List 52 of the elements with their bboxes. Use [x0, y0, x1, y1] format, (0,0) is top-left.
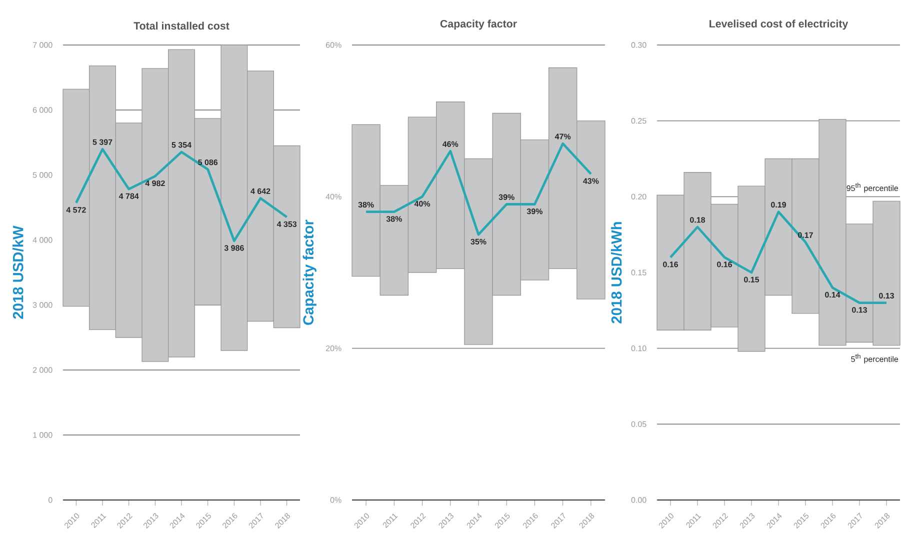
y-tick-label: 0: [48, 497, 52, 503]
y-tick-label: 2 000: [32, 367, 52, 373]
y-tick-label: 0.15: [631, 270, 646, 276]
y-tick-label: 0.05: [631, 421, 646, 427]
data-label: 35%: [470, 238, 486, 245]
y-tick-label: 0%: [330, 497, 342, 503]
data-label: 5 397: [92, 139, 112, 145]
data-label: 0.13: [879, 292, 894, 299]
y-tick-label: 0.30: [631, 42, 646, 48]
data-label: 0.16: [717, 262, 732, 268]
y-tick-label: 0.25: [631, 118, 646, 124]
data-label: 4 642: [250, 188, 270, 194]
data-label: 47%: [554, 134, 571, 140]
data-label: 3 986: [224, 245, 244, 251]
data-label: 0.16: [663, 262, 678, 268]
data-label: 0.15: [744, 276, 760, 282]
y-tick-label: 6 000: [32, 107, 52, 113]
data-label: 4 982: [145, 180, 165, 186]
data-label: 40%: [414, 200, 430, 207]
y-tick-label: 20%: [326, 345, 342, 352]
data-label: 4 572: [66, 207, 86, 213]
data-label: 39%: [526, 208, 543, 214]
annotation: 95$^{th}$ percentile: [846, 182, 898, 193]
data-label: 38%: [358, 202, 374, 208]
y-tick-label: 1 000: [33, 432, 52, 438]
chart-title: Total installed cost: [134, 22, 230, 30]
data-label: 38%: [386, 216, 402, 222]
y-tick-label: 0.00: [631, 497, 646, 503]
data-label: 4 353: [276, 221, 297, 227]
y-tick-label: 60%: [326, 42, 342, 48]
y-tick-label: 40%: [326, 194, 342, 200]
y-tick-label: 0.10: [631, 345, 646, 352]
data-label: 0.14: [825, 292, 840, 298]
y-axis-title: Capacity factor: [302, 220, 316, 325]
data-label: 0.18: [690, 217, 706, 223]
y-tick-label: 7 000: [33, 42, 52, 48]
y-axis-title: 2018 USD/kWh: [610, 222, 622, 324]
chart-title: Capacity factor: [440, 20, 517, 30]
data-label: 0.13: [852, 307, 867, 313]
data-label: 43%: [583, 178, 599, 184]
data-label: 46%: [442, 141, 458, 147]
y-tick-label: 5 000: [32, 172, 52, 178]
data-label: 0.19: [771, 202, 786, 208]
chart-title: Levelised cost of electricity: [710, 20, 848, 30]
y-tick-label: 4 000: [32, 237, 52, 243]
y-axis-title: 2018 USD/kW: [12, 226, 24, 319]
annotation: 5$^{th}$ percentile: [851, 354, 898, 364]
data-label: 39%: [498, 194, 514, 200]
y-tick-label: 3 000: [32, 302, 52, 308]
data-label: 4 784: [118, 193, 139, 199]
data-label: 5 354: [172, 142, 192, 148]
y-tick-label: 0.20: [631, 194, 646, 200]
